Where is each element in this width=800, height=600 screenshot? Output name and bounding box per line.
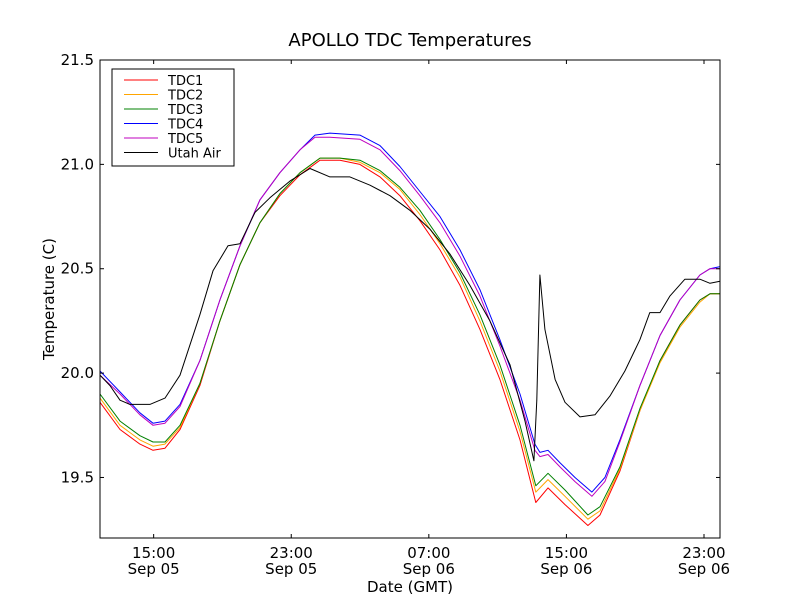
plot-area (99, 132, 721, 526)
legend-label-utah-air: Utah Air (168, 147, 221, 162)
x-tick-label: Sep 06 (540, 560, 592, 578)
legend-label-tdc1: TDC1 (167, 74, 203, 89)
x-tick-label: 07:00 (407, 544, 450, 562)
x-tick-label: 15:00 (132, 544, 175, 562)
series-line-tdc5 (99, 136, 720, 497)
x-tick-label: 15:00 (545, 544, 588, 562)
legend-box (111, 68, 235, 167)
x-tick-label: Sep 05 (128, 560, 180, 578)
plot-frame (99, 59, 721, 539)
legend-label-tdc2: TDC2 (167, 89, 203, 104)
y-tick-label: 21.0 (61, 155, 94, 173)
x-tick-label: Sep 06 (678, 560, 730, 578)
y-axis: 19.5 20.0 20.5 21.0 21.5 (61, 51, 720, 486)
x-tick-label: Sep 06 (403, 560, 455, 578)
x-axis-label: Date (GMT) (367, 578, 453, 596)
legend-label-tdc4: TDC4 (167, 118, 203, 133)
x-tick-label: Sep 05 (265, 560, 317, 578)
x-tick-label: 23:00 (682, 544, 725, 562)
series-line-utah-air (99, 168, 721, 462)
y-tick-label: 20.5 (61, 260, 94, 278)
y-tick-label: 20.0 (61, 364, 94, 382)
chart-title: APOLLO TDC Temperatures (288, 30, 531, 51)
series-line-tdc3 (99, 157, 720, 516)
legend-label-tdc3: TDC3 (167, 103, 203, 118)
x-tick-label: 23:00 (270, 544, 313, 562)
y-tick-label: 19.5 (61, 468, 94, 486)
y-tick-label: 21.5 (61, 51, 94, 69)
y-axis-label: Temperature (C) (40, 238, 58, 361)
legend-label-tdc5: TDC5 (167, 132, 203, 147)
